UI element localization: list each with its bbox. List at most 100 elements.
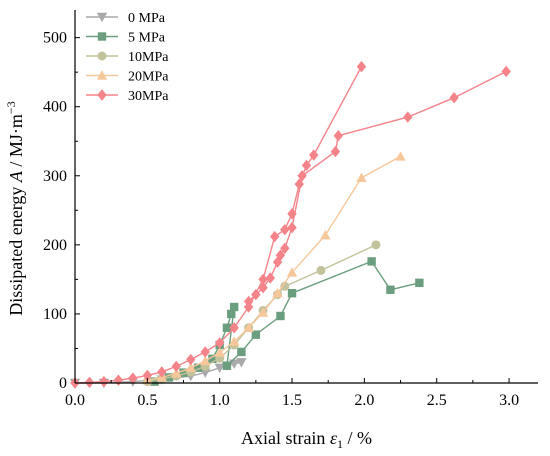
30mpa-a-point: [186, 353, 196, 366]
20mpa-point: [257, 307, 269, 317]
0mpa-point: [200, 368, 211, 378]
20mpa-point: [286, 267, 298, 277]
30mpa-b-point: [501, 65, 511, 78]
series-layer: [69, 60, 511, 389]
20mpa-point: [200, 355, 211, 366]
legend: 0 MPa 5 MPa 10MPa 20MPa 30MPa: [86, 11, 169, 104]
20mpa-series: [142, 151, 406, 385]
5mpa-point: [287, 289, 297, 298]
30mpa-a-point: [229, 322, 239, 334]
30mpa-a-point: [301, 159, 312, 172]
y-tick-label: 400: [43, 99, 67, 116]
legend-marker: [97, 32, 107, 41]
20mpa-point: [272, 288, 283, 298]
legend-label: 10MPa: [128, 50, 169, 65]
5mpa-point: [386, 285, 395, 294]
legend-marker: [96, 12, 108, 23]
30mpa-b-point: [243, 295, 254, 308]
20mpa-point: [171, 368, 182, 378]
x-tick-label: 2.5: [427, 392, 447, 409]
30mpa-a-point: [280, 223, 290, 236]
30mpa-a-point: [99, 375, 109, 388]
y-tick-label: 200: [43, 237, 67, 254]
legend-label: 20MPa: [128, 70, 169, 85]
y-tick-label: 300: [43, 168, 67, 185]
30mpa-b-point: [330, 145, 341, 158]
y-tick-label: 100: [43, 306, 67, 323]
x-tick-label: 1.0: [210, 392, 230, 409]
30mpa-b-point: [265, 272, 276, 284]
5mpa-point: [222, 361, 232, 370]
30mpa-b-point: [333, 130, 344, 142]
20mpa-point: [243, 322, 254, 332]
30mpa-b-point: [258, 281, 268, 294]
30mpa-a-point: [258, 273, 268, 286]
20mpa-line: [147, 155, 401, 381]
legend-label: 0 MPa: [128, 11, 166, 26]
5mpa-point: [208, 354, 217, 364]
30mpa-a-point: [214, 337, 225, 349]
y-tick-label: 500: [43, 30, 67, 47]
5mpa-point: [150, 377, 159, 386]
legend-marker: [97, 89, 107, 101]
30mpa-a-point: [142, 369, 153, 382]
5mpa-point: [251, 330, 261, 339]
30mpa-b-point: [280, 242, 290, 255]
5mpa-point: [367, 257, 376, 266]
20mpa-point: [214, 347, 225, 357]
20mpa-point: [395, 151, 406, 161]
20mpa-point: [356, 172, 367, 183]
5mpa-point: [193, 363, 203, 373]
y-axis-title: Dissipated energy A / MJ·m−3: [4, 101, 26, 315]
30mpa-a-point: [128, 372, 138, 384]
30mpa-b-point: [251, 288, 261, 301]
legend-item: 5 MPa: [86, 31, 166, 46]
axes: 0.0 0.5 1.0 1.5 2.0 2.5 3.0 0 100 200 300 400 500: [43, 10, 538, 409]
20mpa-point: [185, 362, 196, 373]
y-tick-label: 0: [59, 375, 67, 392]
5mpa-point: [227, 309, 236, 319]
0mpa-point: [214, 363, 225, 374]
legend-item: 0 MPa: [86, 11, 166, 26]
5mpa-point: [229, 302, 239, 312]
legend-marker: [97, 51, 107, 61]
legend-marker: [96, 70, 108, 80]
legend-label: 5 MPa: [128, 31, 166, 46]
30mpa-b-point: [297, 170, 307, 182]
30mpa-b-series: [243, 65, 511, 308]
30mpa-b-point: [449, 92, 459, 104]
30mpa-a-point: [309, 149, 319, 161]
30mpa-a-point: [157, 366, 167, 378]
5mpa-point: [222, 323, 232, 332]
5mpa-point: [179, 368, 188, 377]
x-tick-label: 3.0: [499, 392, 519, 409]
20mpa-point: [320, 229, 331, 240]
x-axis-title: Axial strain ε1 / %: [241, 428, 372, 451]
10mpa-point: [371, 240, 381, 250]
30mpa-b-point: [403, 111, 413, 123]
5mpa-point: [415, 278, 424, 288]
legend-item: 20MPa: [86, 70, 169, 85]
x-tick-label: 1.5: [282, 392, 302, 409]
10mpa-point: [280, 281, 290, 291]
x-tick-label: 2.0: [354, 392, 374, 409]
30mpa-a-series: [70, 60, 367, 389]
5mpa-point: [237, 347, 246, 357]
30mpa-b-point: [275, 249, 286, 261]
30mpa-a-point: [356, 60, 367, 73]
x-tick-label: 0.5: [137, 392, 157, 409]
legend-label: 30MPa: [128, 89, 169, 104]
legend-item: 10MPa: [86, 50, 169, 65]
30mpa-a-point: [269, 230, 280, 243]
20mpa-point: [228, 336, 240, 346]
30mpa-a-point: [84, 376, 95, 389]
legend-item: 30MPa: [86, 89, 169, 104]
30mpa-b-point: [287, 221, 297, 234]
5mpa-point: [276, 311, 285, 321]
10mpa-point: [316, 265, 326, 275]
30mpa-a-point: [171, 360, 181, 373]
30mpa-a-point: [200, 346, 210, 358]
x-tick-label: 0.0: [65, 392, 85, 409]
